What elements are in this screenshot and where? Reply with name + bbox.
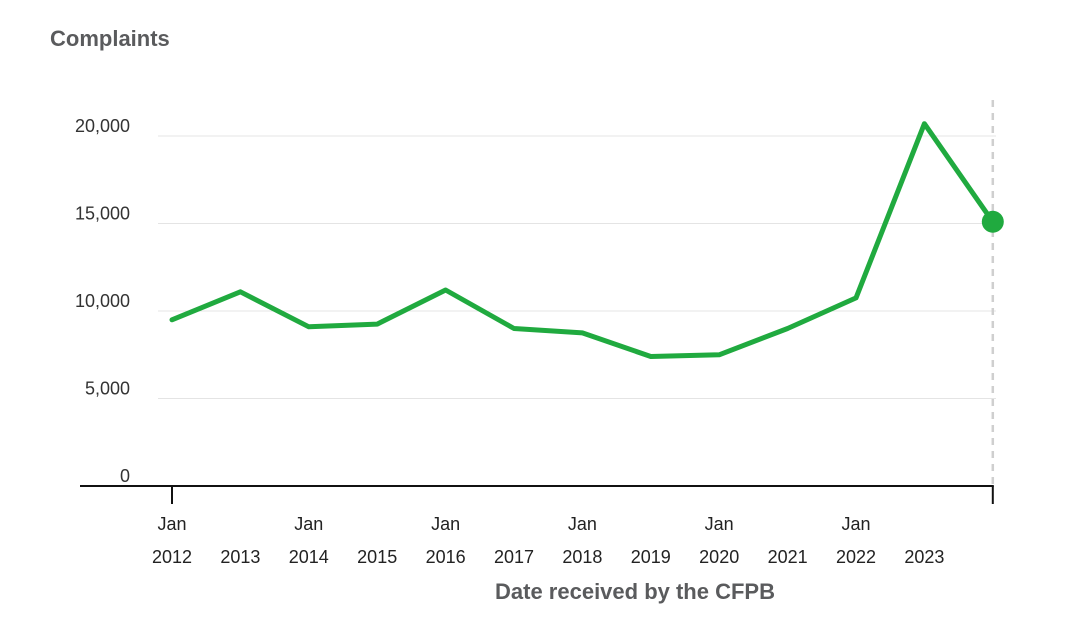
x-tick-year-label: 2015 — [357, 547, 397, 567]
x-tick-month-label: Jan — [705, 514, 734, 534]
x-tick-year-label: 2023 — [904, 547, 944, 567]
y-tick-label: 0 — [120, 466, 130, 486]
x-tick-month-label: Jan — [431, 514, 460, 534]
x-tick-month-label: Jan — [841, 514, 870, 534]
x-tick-month-label: Jan — [568, 514, 597, 534]
latest-data-point — [981, 210, 1004, 233]
x-tick-year-label: 2016 — [426, 547, 466, 567]
series-line — [169, 121, 996, 359]
y-tick-label: 15,000 — [75, 204, 130, 224]
x-tick-year-label: 2012 — [152, 547, 192, 567]
x-axis-title: Date received by the CFPB — [495, 579, 775, 604]
y-tick-label: 5,000 — [85, 379, 130, 399]
x-tick-year-label: 2017 — [494, 547, 534, 567]
chart-title: Complaints — [50, 26, 170, 51]
x-tick-month-label: Jan — [294, 514, 323, 534]
x-tick-year-label: 2013 — [220, 547, 260, 567]
x-tick-month-label: Jan — [157, 514, 186, 534]
x-tick-year-label: 2022 — [836, 547, 876, 567]
x-tick-year-label: 2019 — [631, 547, 671, 567]
x-tick-year-label: 2014 — [289, 547, 329, 567]
y-tick-label: 20,000 — [75, 116, 130, 136]
y-tick-label: 10,000 — [75, 291, 130, 311]
x-tick-year-label: 2021 — [768, 547, 808, 567]
x-tick-year-label: 2018 — [562, 547, 602, 567]
x-tick-year-label: 2020 — [699, 547, 739, 567]
